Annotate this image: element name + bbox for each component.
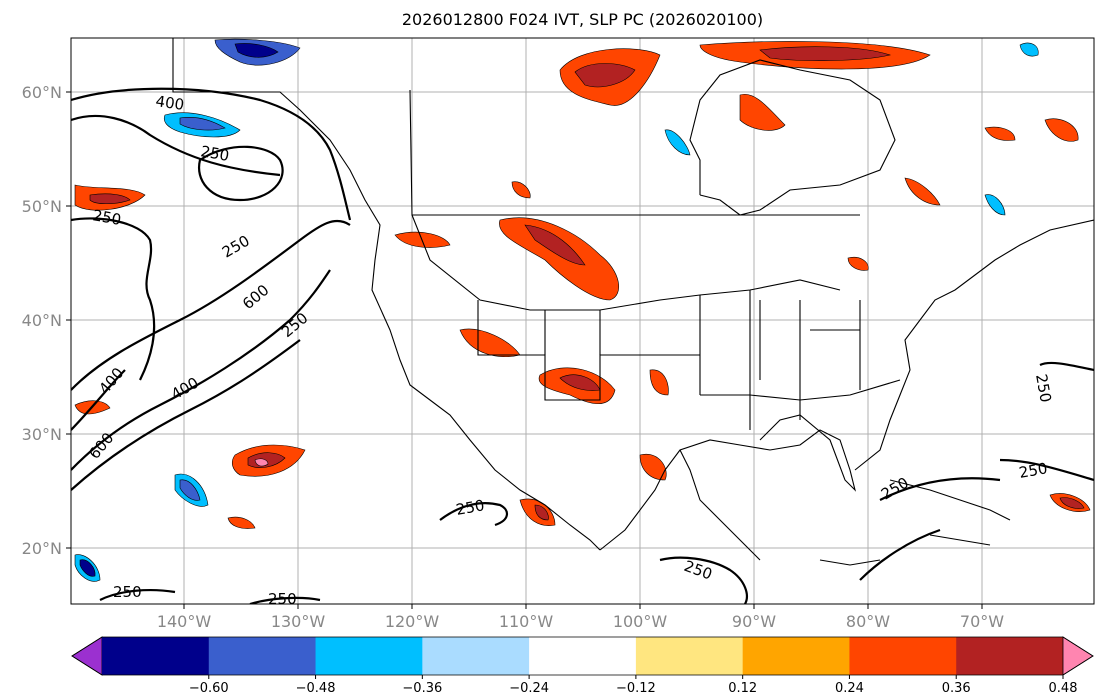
ivt-blob-pacific-south bbox=[227, 516, 256, 529]
map-frame bbox=[70, 37, 1095, 605]
colorbar-cell bbox=[529, 637, 637, 675]
colorbar-cell bbox=[635, 637, 744, 675]
colorbar-extend-high bbox=[1062, 636, 1094, 676]
colorbar-cell bbox=[315, 637, 423, 675]
lat-label: 20°N bbox=[22, 539, 62, 558]
map-title: 2026012800 F024 IVT, SLP PC (2026020100) bbox=[401, 10, 764, 29]
slp-contours bbox=[71, 87, 1094, 604]
ivt-blob-great-lakes bbox=[847, 257, 869, 271]
lon-label: 140°W bbox=[157, 612, 212, 631]
colorbar: −0.60 −0.48 −0.36 −0.24 −0.12 0.12 0.24 0.36 0.4… bbox=[71, 636, 1094, 696]
lat-label: 60°N bbox=[22, 83, 62, 102]
contour-label: 250 bbox=[1032, 373, 1055, 404]
colorbar-cell bbox=[742, 637, 850, 675]
colorbar-cell bbox=[208, 637, 317, 675]
ivt-blob-gulf bbox=[639, 453, 667, 481]
longitude-axis: 140°W 130°W 120°W 110°W 100°W 90°W 80°W … bbox=[157, 604, 1004, 631]
lon-label: 90°W bbox=[732, 612, 776, 631]
lat-label: 40°N bbox=[22, 311, 62, 330]
ivt-blob-greenland-blue bbox=[1019, 42, 1039, 57]
map-panel: 400 250 250 250 600 250 400 400 600 250 … bbox=[71, 38, 1094, 608]
lat-label: 50°N bbox=[22, 197, 62, 216]
lon-label: 130°W bbox=[271, 612, 326, 631]
colorbar-tick-label: 0.36 bbox=[942, 681, 971, 696]
colorbar-cell bbox=[102, 637, 210, 675]
colorbar-tick-label: −0.24 bbox=[509, 681, 549, 696]
colorbar-tick-label: −0.48 bbox=[296, 681, 336, 696]
ivt-blob-hudson-blue bbox=[664, 129, 691, 156]
lon-label: 120°W bbox=[385, 612, 440, 631]
colorbar-tick-label: 0.24 bbox=[835, 681, 864, 696]
contour-label: 250 bbox=[113, 583, 142, 601]
colorbar-extend-low bbox=[71, 636, 103, 676]
colorbar-cell bbox=[956, 637, 1064, 675]
ivt-blob-texas bbox=[649, 369, 669, 396]
colorbar-cell bbox=[849, 637, 957, 675]
colorbar-tick-label: 0.12 bbox=[728, 681, 757, 696]
colorbar-tick-label: −0.60 bbox=[189, 681, 229, 696]
lon-label: 80°W bbox=[846, 612, 890, 631]
colorbar-tick-label: −0.12 bbox=[616, 681, 656, 696]
lon-label: 100°W bbox=[613, 612, 668, 631]
ivt-blob-montana bbox=[499, 217, 619, 301]
contour-label: 250 bbox=[199, 142, 230, 165]
contour-label: 250 bbox=[91, 206, 122, 229]
ivt-blob-labrador-blue bbox=[984, 194, 1006, 216]
ivt-blob-alberta bbox=[511, 181, 531, 199]
lon-label: 110°W bbox=[499, 612, 554, 631]
colorbar-tick-label: 0.48 bbox=[1049, 681, 1078, 696]
latitude-axis: 60°N 50°N 40°N 30°N 20°N bbox=[22, 83, 71, 558]
lat-label: 30°N bbox=[22, 425, 62, 444]
lon-label: 70°W bbox=[960, 612, 1004, 631]
ivt-blobs bbox=[74, 38, 1091, 582]
ivt-blob-nw-territories bbox=[984, 126, 1016, 141]
contour-label: 250 bbox=[455, 496, 486, 519]
colorbar-tick-label: −0.36 bbox=[402, 681, 442, 696]
colorbar-cell bbox=[422, 637, 530, 675]
contour-label: 250 bbox=[268, 590, 297, 608]
ivt-blob-ontario bbox=[904, 177, 941, 206]
ivt-blob-quebec bbox=[739, 93, 786, 131]
contour-label: 400 bbox=[154, 92, 185, 114]
ivt-blob-newfoundland bbox=[1044, 118, 1079, 142]
colorbar-outline bbox=[71, 636, 1094, 676]
contour-label: 250 bbox=[1018, 459, 1049, 482]
